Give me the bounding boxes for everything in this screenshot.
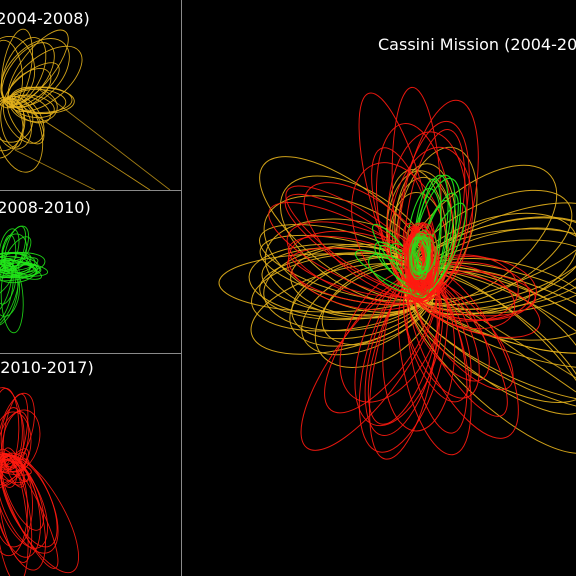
orbit-path (3, 447, 25, 488)
orbit-path (0, 457, 32, 476)
orbit-path (410, 236, 431, 275)
orbit-path (0, 261, 20, 317)
orbit-path (0, 453, 18, 488)
orbit-path (303, 182, 438, 299)
orbit-path (0, 452, 24, 486)
panel-2-title: (2008-2010) (0, 198, 91, 217)
orbit-path (9, 86, 73, 113)
orbit-path (7, 45, 83, 112)
panel-divider-vertical (181, 0, 182, 576)
orbit-path (14, 149, 96, 190)
panel-main (182, 0, 576, 576)
orbit-plot-phase-3 (0, 387, 80, 576)
orbit-path (286, 247, 434, 305)
orbit-path (11, 95, 51, 124)
orbit-path (1, 233, 28, 268)
orbit-path (2, 94, 45, 144)
orbit-path (0, 99, 32, 150)
orbit-path (0, 39, 23, 109)
orbit-path (0, 259, 37, 278)
orbit-path (412, 242, 431, 273)
orbit-path (0, 98, 24, 148)
panel-divider-2 (0, 353, 181, 354)
orbit-plot-phase-2 (0, 225, 49, 334)
orbit-path (0, 38, 70, 108)
orbit-path (0, 407, 25, 468)
orbit-path (0, 261, 13, 316)
orbit-path (1, 455, 45, 531)
orbit-path (39, 89, 171, 190)
panel-phase-1 (0, 0, 180, 190)
orbit-path (0, 452, 28, 490)
orbit-plot-main (218, 86, 576, 460)
orbit-path (0, 259, 14, 300)
orbit-path (358, 92, 437, 303)
orbit-path (285, 185, 436, 296)
main-title: Cassini Mission (2004-20 (378, 35, 576, 54)
orbit-plot-phase-1 (0, 28, 171, 190)
orbit-path (1, 225, 30, 271)
orbit-path (4, 62, 60, 108)
orbit-path (0, 262, 42, 279)
orbit-path (403, 129, 466, 299)
orbit-path (0, 392, 35, 468)
panel-3-title: (2010-2017) (0, 358, 94, 377)
orbit-path (0, 409, 41, 473)
orbit-path (0, 448, 29, 482)
panel-phase-2 (0, 191, 180, 353)
orbit-path (413, 237, 431, 276)
orbit-path (0, 455, 59, 554)
panel-1-title: (2004-2008) (0, 9, 90, 28)
orbit-path (0, 97, 34, 143)
panel-phase-3 (0, 354, 180, 576)
panel-divider-1 (0, 190, 181, 191)
orbit-path (19, 104, 151, 190)
